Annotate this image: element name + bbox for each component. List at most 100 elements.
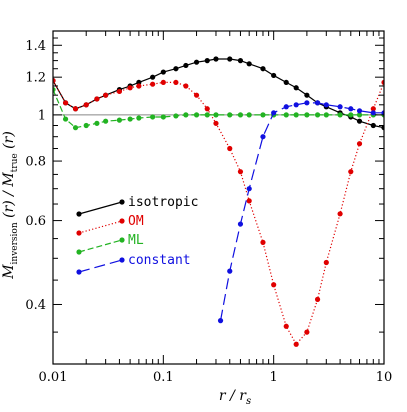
legend-marker-end <box>119 237 125 243</box>
series-point-OM <box>150 81 156 87</box>
series-line-ML <box>53 89 384 129</box>
legend-label: ML <box>128 233 144 248</box>
series-point-ML <box>260 112 266 118</box>
series-point-ML <box>337 112 343 118</box>
series-point-OM <box>72 106 79 112</box>
series-point-constant <box>314 100 321 106</box>
legend-entry-constant: constant <box>76 253 191 275</box>
series-point-OM <box>204 106 210 112</box>
series-line-isotropic <box>53 58 384 129</box>
series-OM <box>53 78 384 347</box>
series-point-constant <box>356 108 363 114</box>
y-tick-label: 1.2 <box>25 71 46 86</box>
series-point-OM <box>183 83 189 89</box>
series-point-ML <box>304 112 310 118</box>
series-point-OM <box>213 120 219 126</box>
series-ML <box>53 87 384 131</box>
series-point-OM <box>283 323 289 329</box>
series-point-OM <box>116 88 123 95</box>
series-point-isotropic <box>150 74 156 80</box>
legend-label: isotropic <box>128 195 198 210</box>
y-tick-label: 0.4 <box>25 298 46 313</box>
series-point-OM <box>193 92 200 98</box>
series-point-ML <box>323 112 329 118</box>
x-ticks-layer: 0.01 0.1 1 10 <box>39 31 392 385</box>
series-point-ML <box>204 112 210 118</box>
series-point-constant <box>227 268 233 274</box>
legend-marker-start <box>76 230 82 236</box>
x-tick-label: 1 <box>270 370 278 385</box>
series-point-ML <box>173 113 179 119</box>
series-point-ML <box>237 112 244 118</box>
series-point-isotropic <box>293 85 299 91</box>
series-point-ML <box>62 116 69 122</box>
y-axis-title-part-2: (r) / M <box>1 172 17 223</box>
series-point-isotropic <box>173 66 179 72</box>
series-point-constant <box>271 110 277 116</box>
legend-entry-OM: OM <box>76 214 144 236</box>
series-point-OM <box>83 102 89 108</box>
series-point-OM <box>356 141 363 147</box>
series-point-constant <box>283 104 289 110</box>
series-point-isotropic <box>227 56 233 62</box>
series-point-OM <box>323 259 329 266</box>
series-point-ML <box>136 115 142 121</box>
series-point-ML <box>283 112 289 118</box>
x-axis-title: r / rs <box>219 388 251 407</box>
legend-line <box>78 259 123 273</box>
series-point-ML <box>160 114 166 120</box>
legend-marker-end <box>119 199 125 205</box>
series-point-ML <box>314 112 321 118</box>
series-point-constant <box>323 102 329 108</box>
series-point-OM <box>237 169 244 175</box>
y-tick-label: 1.4 <box>25 39 46 54</box>
legend: isotropic OM ML constant <box>76 195 198 275</box>
series-point-OM <box>173 79 179 86</box>
y-axis-title-part-4: (r) <box>1 131 17 153</box>
y-axis-title-part-0: M <box>1 264 17 280</box>
legend-label: OM <box>128 214 144 229</box>
y-axis-title-part-3: true <box>10 153 20 172</box>
y-axis-title: Minversion (r) / Mtrue (r) <box>1 131 20 280</box>
series-point-constant <box>381 110 384 116</box>
y-tick-label: 1 <box>38 108 46 123</box>
series-point-OM <box>227 145 233 152</box>
series-point-isotropic <box>381 125 384 131</box>
series-point-OM <box>337 211 343 217</box>
series-point-OM <box>293 341 299 347</box>
series-layer <box>53 56 384 347</box>
y-axis-title-part-1: inversion <box>10 222 20 264</box>
series-point-isotropic <box>183 62 189 69</box>
series-point-ML <box>293 112 299 118</box>
series-point-OM <box>94 96 100 102</box>
x-tick-label: 0.1 <box>153 370 174 385</box>
series-point-OM <box>127 85 133 91</box>
series-point-ML <box>94 120 100 126</box>
series-point-ML <box>127 116 133 122</box>
series-point-OM <box>160 79 166 86</box>
series-point-OM <box>348 169 354 175</box>
series-point-ML <box>53 87 56 93</box>
series-point-OM <box>260 239 266 245</box>
plot-frame-layer <box>52 30 385 365</box>
series-isotropic <box>53 56 384 131</box>
series-point-isotropic <box>136 79 142 86</box>
series-line-OM <box>53 80 384 346</box>
series-point-isotropic <box>260 66 266 72</box>
legend-marker-start <box>76 249 82 255</box>
y-ticks-layer: 0.4 0.6 0.8 1 1.2 1.4 <box>25 30 384 365</box>
series-constant <box>217 100 384 324</box>
series-point-isotropic <box>237 58 244 64</box>
series-point-ML <box>72 125 79 131</box>
legend-marker-start <box>76 211 82 217</box>
series-point-isotropic <box>271 72 277 79</box>
series-point-OM <box>304 329 310 335</box>
series-point-OM <box>314 296 321 302</box>
x-axis-title-main: r / r <box>219 388 247 404</box>
series-point-OM <box>53 78 56 84</box>
series-point-ML <box>183 112 189 118</box>
plot-frame <box>52 30 385 365</box>
legend-entry-ML: ML <box>76 233 144 255</box>
series-point-constant <box>304 100 310 106</box>
x-tick-label: 0.01 <box>39 370 68 385</box>
